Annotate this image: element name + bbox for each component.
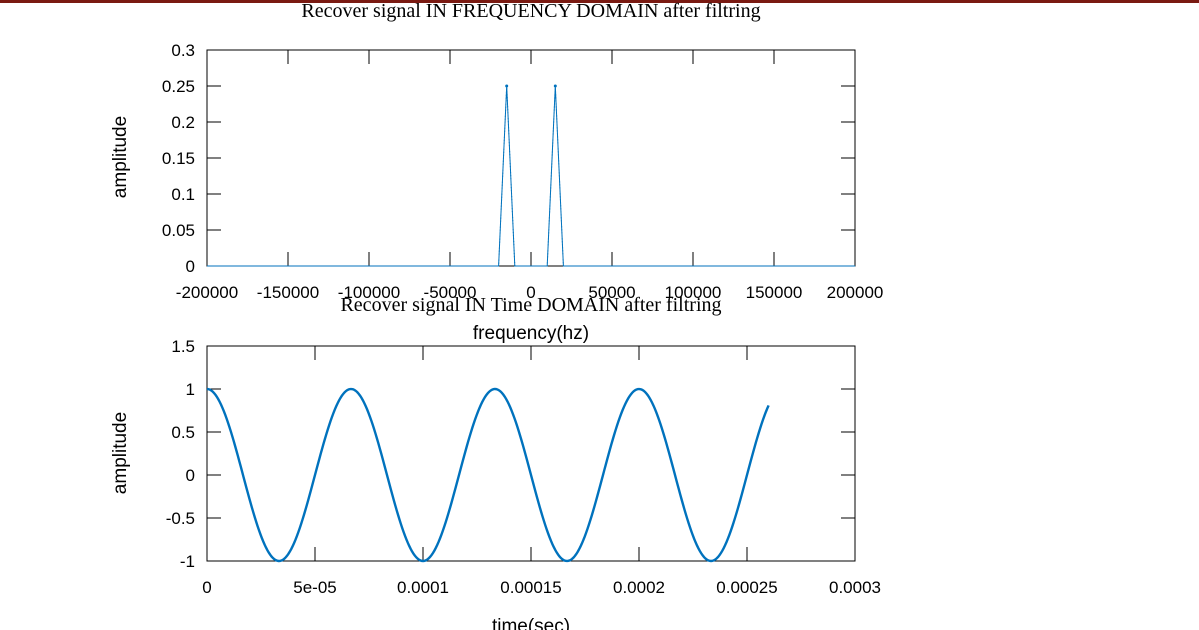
y-tick-label: 0.1 [171, 185, 195, 204]
y-tick-label: -0.5 [166, 509, 195, 528]
y-tick-label: 0.25 [162, 77, 195, 96]
y-axis-label: amplitude [110, 116, 131, 198]
x-tick-label: 0.0001 [397, 578, 449, 597]
y-tick-label: 0 [186, 257, 195, 276]
plot-frame [206, 345, 856, 562]
y-tick-label: 0.15 [162, 149, 195, 168]
y-axis-label: amplitude [110, 412, 131, 494]
x-tick-label: -200000 [176, 283, 238, 302]
x-tick-label: 5e-05 [293, 578, 336, 597]
plot-frame [206, 49, 856, 267]
x-tick-label: 200000 [827, 283, 884, 302]
y-tick-label: 0.05 [162, 221, 195, 240]
chart-title: Recover signal IN Time DOMAIN after filt… [340, 294, 721, 316]
x-tick-label: -100000 [338, 283, 400, 302]
y-tick-label: 0.2 [171, 113, 195, 132]
frequency-domain-chart: Recover signal IN FREQUENCY DOMAIN after… [110, 0, 883, 344]
x-tick-label: 0.00025 [716, 578, 777, 597]
y-tick-label: -1 [180, 552, 195, 571]
series-line [207, 85, 855, 267]
x-axis-label: frequency(hz) [473, 323, 589, 344]
y-tick-label: 1.5 [171, 337, 195, 356]
chart-title: Recover signal IN FREQUENCY DOMAIN after… [301, 0, 760, 22]
baseline-dots [207, 85, 855, 267]
x-tick-label: 0.0003 [829, 578, 881, 597]
x-axis-label: time(sec) [492, 616, 570, 630]
x-tick-label: 50000 [588, 283, 635, 302]
series-line [206, 387, 770, 563]
x-tick-label: 100000 [665, 283, 722, 302]
y-tick-label: 0 [186, 466, 195, 485]
peak-marker [505, 84, 509, 88]
peak-marker [553, 84, 557, 88]
y-tick-label: 1 [186, 380, 195, 399]
x-tick-label: 0 [526, 283, 535, 302]
time-domain-chart: Recover signal IN Time DOMAIN after filt… [110, 294, 881, 630]
x-tick-label: 0.00015 [500, 578, 561, 597]
x-tick-label: 0.0002 [613, 578, 665, 597]
y-tick-label: 0.5 [171, 423, 195, 442]
x-tick-label: 0 [202, 578, 211, 597]
x-tick-label: 150000 [746, 283, 803, 302]
y-tick-label: 0.3 [171, 41, 195, 60]
top-border [0, 0, 1199, 3]
x-tick-label: -150000 [257, 283, 319, 302]
x-tick-label: -50000 [424, 283, 477, 302]
